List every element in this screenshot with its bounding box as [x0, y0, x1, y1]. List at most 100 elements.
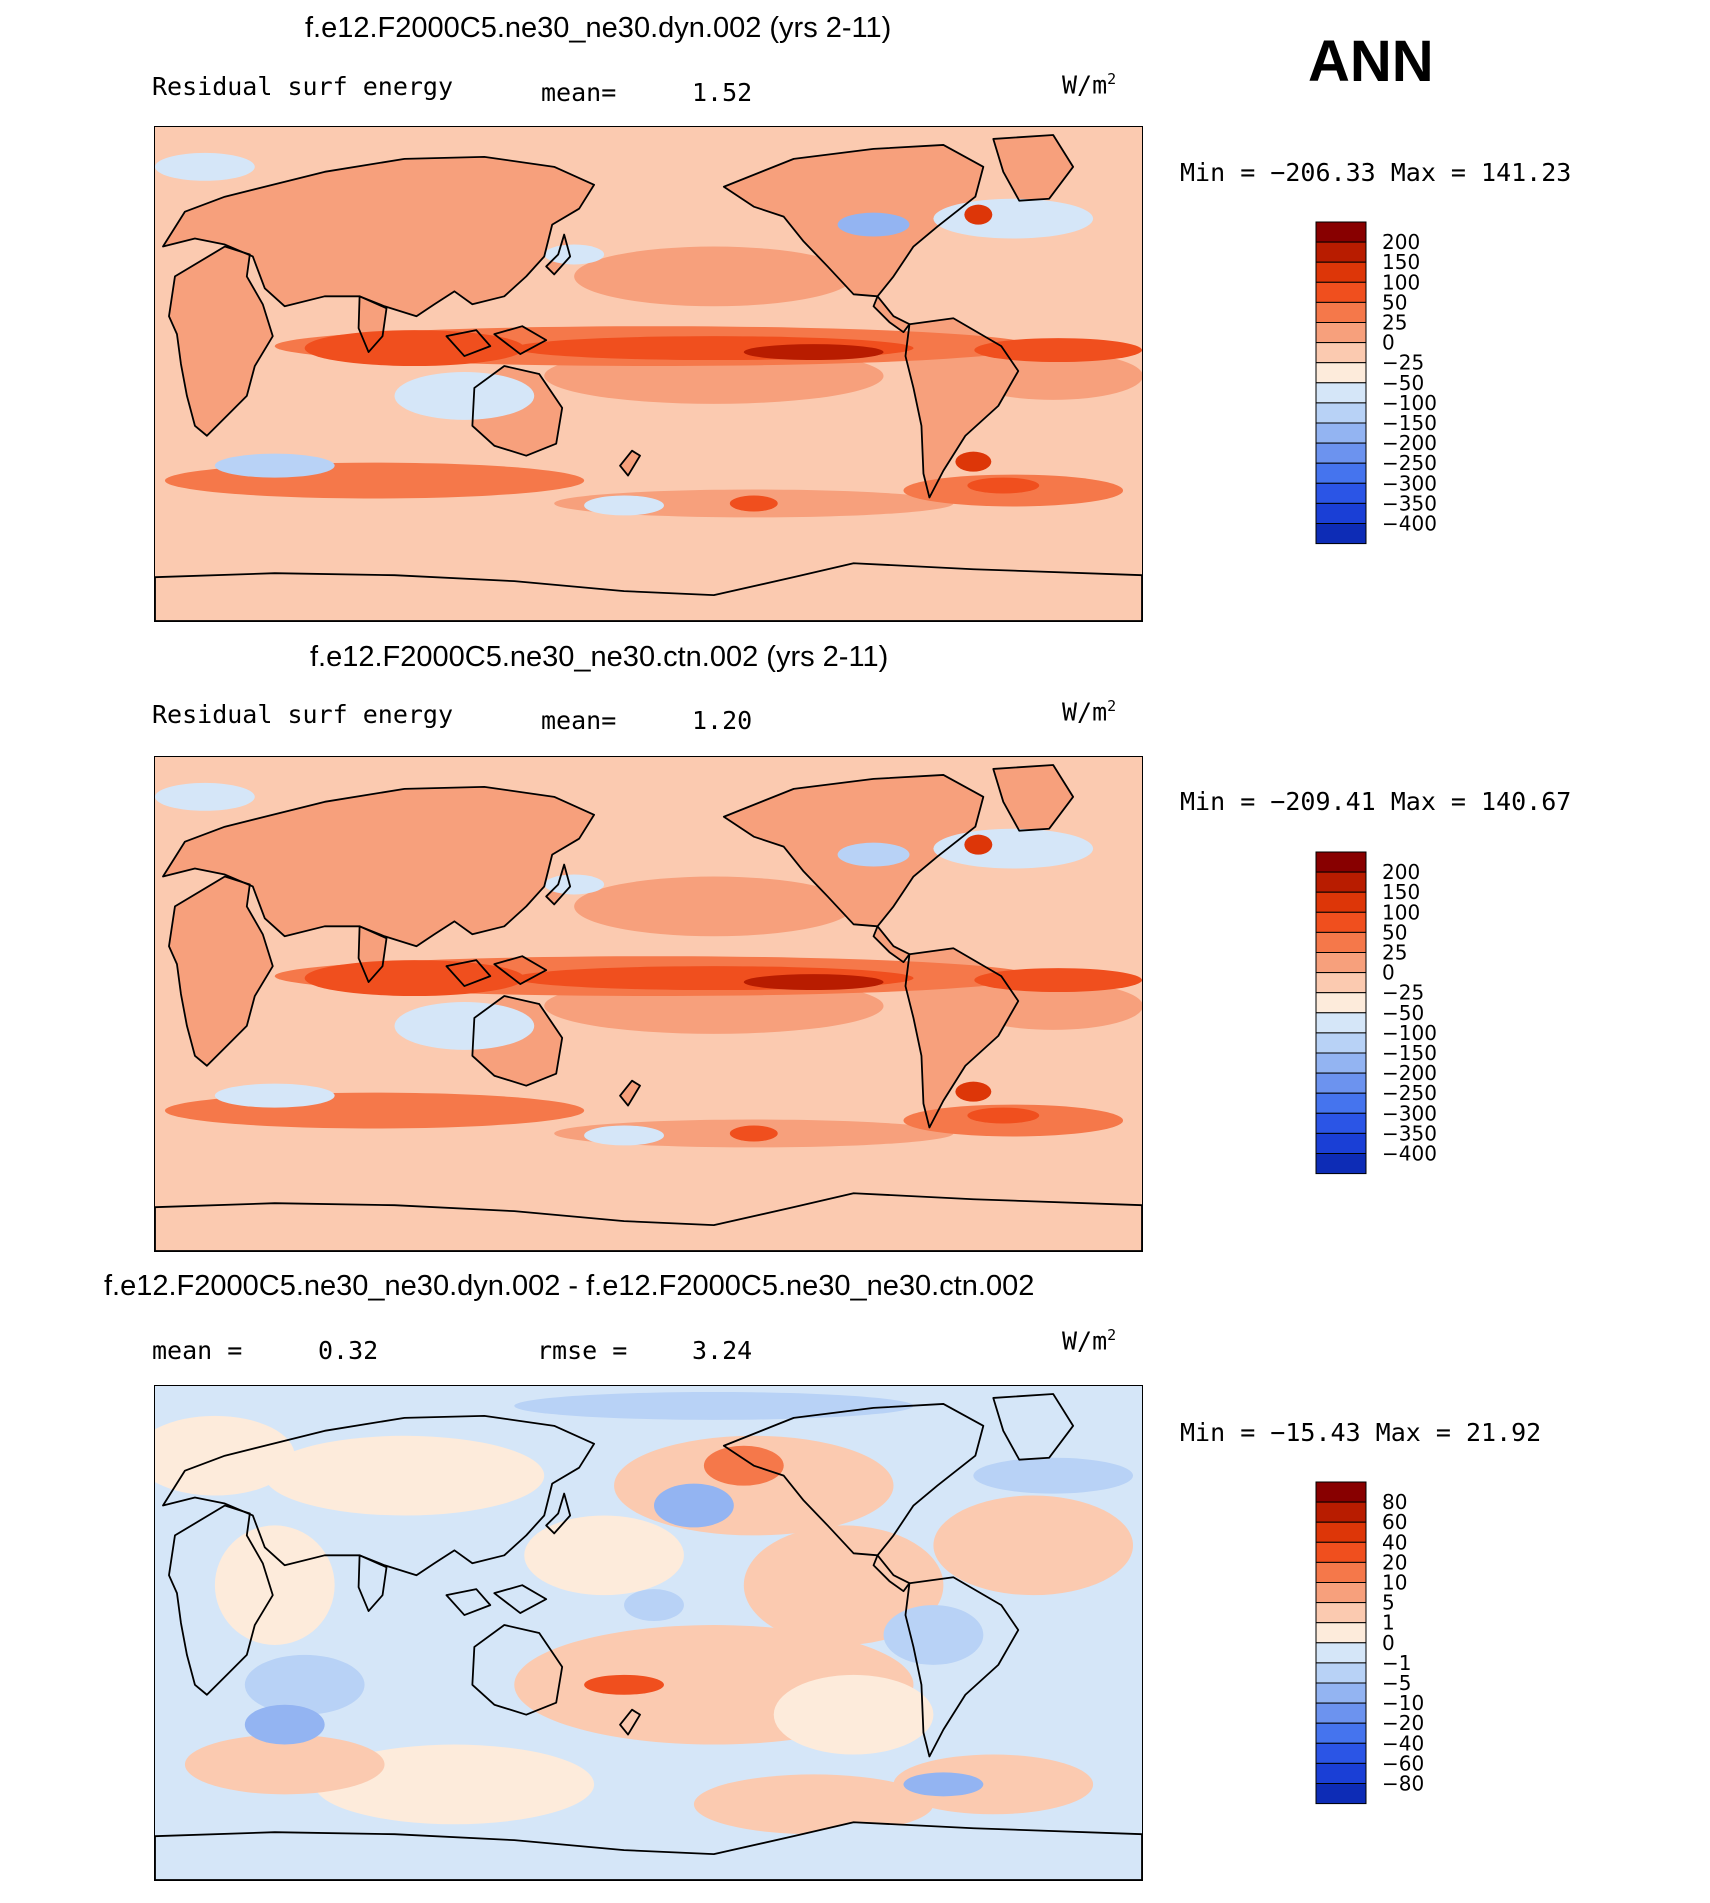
difference-field: [214, 1525, 335, 1645]
coastline: [357, 295, 388, 353]
coastline: [493, 1584, 548, 1614]
colorbar-box: [1315, 1642, 1367, 1664]
colorbar-box: [1315, 911, 1367, 933]
coastline: [722, 144, 985, 298]
coastline: [545, 863, 572, 906]
colorbar-box: [1315, 382, 1367, 404]
colorbar-box: [1315, 1682, 1367, 1704]
panel-1-mean-label: mean=: [541, 78, 617, 107]
colorbar-box: [1315, 1481, 1367, 1503]
panel-2-map: [154, 756, 1143, 1252]
coastline: [992, 1393, 1075, 1461]
gulfstream-blue: [837, 212, 910, 237]
colorbar-box: [1315, 952, 1367, 974]
panel-3-map: [154, 1385, 1143, 1881]
colorbar-box: [1315, 342, 1367, 364]
coastline: [357, 925, 388, 983]
colorbar-tick-label: 80: [1382, 1490, 1407, 1514]
antarctica-field: [155, 563, 1142, 621]
coastline: [722, 1403, 985, 1557]
colorbar-box: [1315, 851, 1367, 873]
colorbar-box: [1315, 1783, 1367, 1805]
land-field: [993, 134, 1074, 201]
coastline: [445, 1588, 492, 1616]
land-field: [168, 876, 273, 1066]
colorbar-box: [1315, 1742, 1367, 1764]
colorbar-box: [1315, 523, 1367, 545]
colorbar-tick-label: 1: [1382, 1611, 1395, 1635]
colorbar-box: [1315, 1762, 1367, 1784]
kuroshio-blue: [544, 244, 605, 265]
coastline: [619, 449, 641, 477]
arctic-blue: [155, 152, 255, 181]
panel-1-units: W/m2: [1062, 70, 1117, 100]
colorbar-tick-label: 100: [1382, 900, 1420, 924]
southern-pacific-blue: [584, 495, 664, 516]
coastline: [872, 295, 911, 334]
coastline: [168, 875, 274, 1067]
atlantic-core: [974, 968, 1142, 993]
southern-peak: [729, 1125, 778, 1142]
colorbar-tick-label: 40: [1382, 1530, 1407, 1554]
colorbar-box: [1315, 482, 1367, 504]
panel-3-mean-value: 0.32: [318, 1336, 379, 1365]
colorbar-box: [1315, 992, 1367, 1014]
colorbar-box: [1315, 442, 1367, 464]
southern-indian-blue: [214, 1083, 335, 1108]
colorbar-tick-label: 200: [1382, 230, 1420, 254]
coastline: [493, 955, 548, 985]
panel-1-colorbar: 200 150 100 50 25 0 −25 −50 −100 −150 −200 −250 −300…: [1315, 221, 1516, 597]
land-field: [993, 764, 1074, 831]
colorbar-box: [1315, 1012, 1367, 1034]
difference-field: [584, 1674, 664, 1695]
equatorial-core: [304, 960, 525, 997]
difference-field: [264, 1435, 545, 1516]
coastline: [357, 1554, 388, 1612]
difference-field: [653, 1483, 734, 1528]
colorbar-tick-label: −50: [1382, 1001, 1424, 1025]
colorbar-box: [1315, 1662, 1367, 1684]
colorbar-tick-label: −200: [1382, 431, 1437, 455]
coastline: [722, 774, 985, 928]
difference-field: [743, 1525, 944, 1645]
coastline: [992, 764, 1075, 832]
difference-field: [933, 1495, 1134, 1596]
panel-1-minmax: Min = −206.33 Max = 141.23: [1180, 158, 1572, 187]
panel-3-mean-label: mean =: [152, 1336, 243, 1365]
gulfstream-blue: [837, 842, 910, 867]
colorbar-tick-label: −20: [1382, 1711, 1424, 1735]
panel-3-minmax: Min = −15.43 Max = 21.92: [1180, 1418, 1542, 1447]
colorbar-box: [1315, 422, 1367, 444]
southern-peak: [967, 1107, 1040, 1124]
difference-field: [244, 1654, 365, 1715]
equatorial-peak: [743, 344, 884, 361]
brazil-current-red: [955, 451, 992, 472]
difference-field: [773, 1674, 934, 1755]
colorbar-tick-label: 50: [1382, 920, 1407, 944]
difference-field: [624, 1589, 684, 1622]
southern-pacific-blue: [584, 1125, 664, 1146]
colorbar-tick-label: 150: [1382, 880, 1420, 904]
panel-1-mean-value: 1.52: [692, 78, 753, 107]
colorbar-box: [1315, 1112, 1367, 1134]
southern-indian-blue: [214, 453, 335, 478]
panel-2-units: W/m2: [1062, 697, 1117, 727]
colorbar-tick-label: 200: [1382, 860, 1420, 884]
indian-ocean-blue: [394, 372, 535, 420]
subtropical-band: [574, 246, 854, 307]
panel-2-title: f.e12.F2000C5.ne30_ne30.ctn.002 (yrs 2-1…: [310, 641, 889, 673]
gulfstream-red: [964, 834, 993, 855]
colorbar-box: [1315, 462, 1367, 484]
atlantic-core: [974, 338, 1142, 363]
panel-2-minmax: Min = −209.41 Max = 140.67: [1180, 787, 1572, 816]
colorbar-box: [1315, 402, 1367, 424]
colorbar-box: [1315, 1702, 1367, 1724]
colorbar-tick-label: 0: [1382, 331, 1395, 355]
colorbar-tick-label: −300: [1382, 471, 1437, 495]
colorbar-tick-label: −400: [1382, 512, 1437, 536]
land-field: [168, 246, 273, 436]
colorbar-box: [1315, 1501, 1367, 1523]
brazil-current-red: [955, 1081, 992, 1102]
panel-2-mean-label: mean=: [541, 706, 617, 735]
coastline: [904, 947, 1020, 1129]
